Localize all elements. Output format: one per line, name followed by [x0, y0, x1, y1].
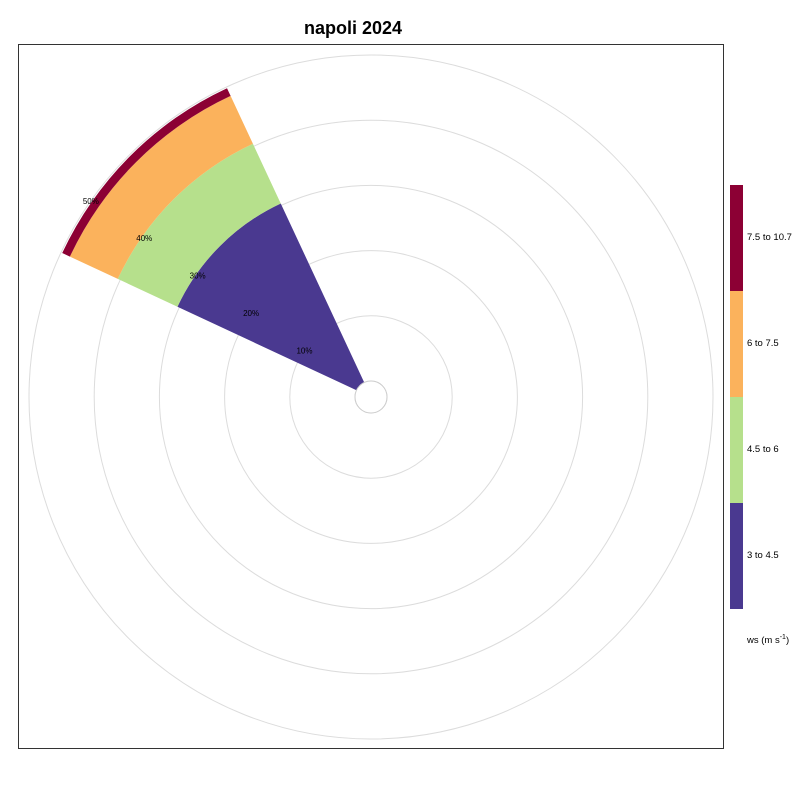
bar-segment-2: [117, 143, 281, 307]
ring-label: 50%: [83, 197, 99, 206]
legend-label: 6 to 7.5: [747, 338, 779, 349]
grid-ring: [158, 184, 584, 610]
legend-title: ws (m s-1): [747, 634, 790, 647]
legend-label: 4.5 to 6: [747, 444, 779, 455]
wind-rose-bars: [62, 88, 365, 391]
bar-segment-3: [69, 95, 253, 279]
bar-segment-1: [177, 203, 365, 391]
legend-swatch: [730, 291, 743, 397]
ring-label: 10%: [296, 346, 312, 355]
grid-rings: [28, 54, 714, 740]
legend-swatch: [730, 503, 743, 609]
legend-swatch: [730, 397, 743, 503]
ring-label: 40%: [136, 234, 152, 243]
legend-swatch: [730, 185, 743, 291]
ring-label: 30%: [190, 272, 206, 281]
legend-label: 3 to 4.5: [747, 550, 779, 561]
legend-label: 7.5 to 10.7: [747, 232, 792, 243]
grid-ring: [224, 250, 518, 544]
grid-ring: [28, 54, 714, 740]
ring-labels: 10% 20% 30% 40% 50%: [83, 197, 313, 356]
plot-panel: [18, 44, 724, 749]
grid-ring: [289, 315, 453, 479]
ring-label: 20%: [243, 309, 259, 318]
chart-title: napoli 2024: [303, 18, 403, 38]
grid-ring: [93, 119, 649, 675]
calm-circle: [354, 380, 388, 414]
